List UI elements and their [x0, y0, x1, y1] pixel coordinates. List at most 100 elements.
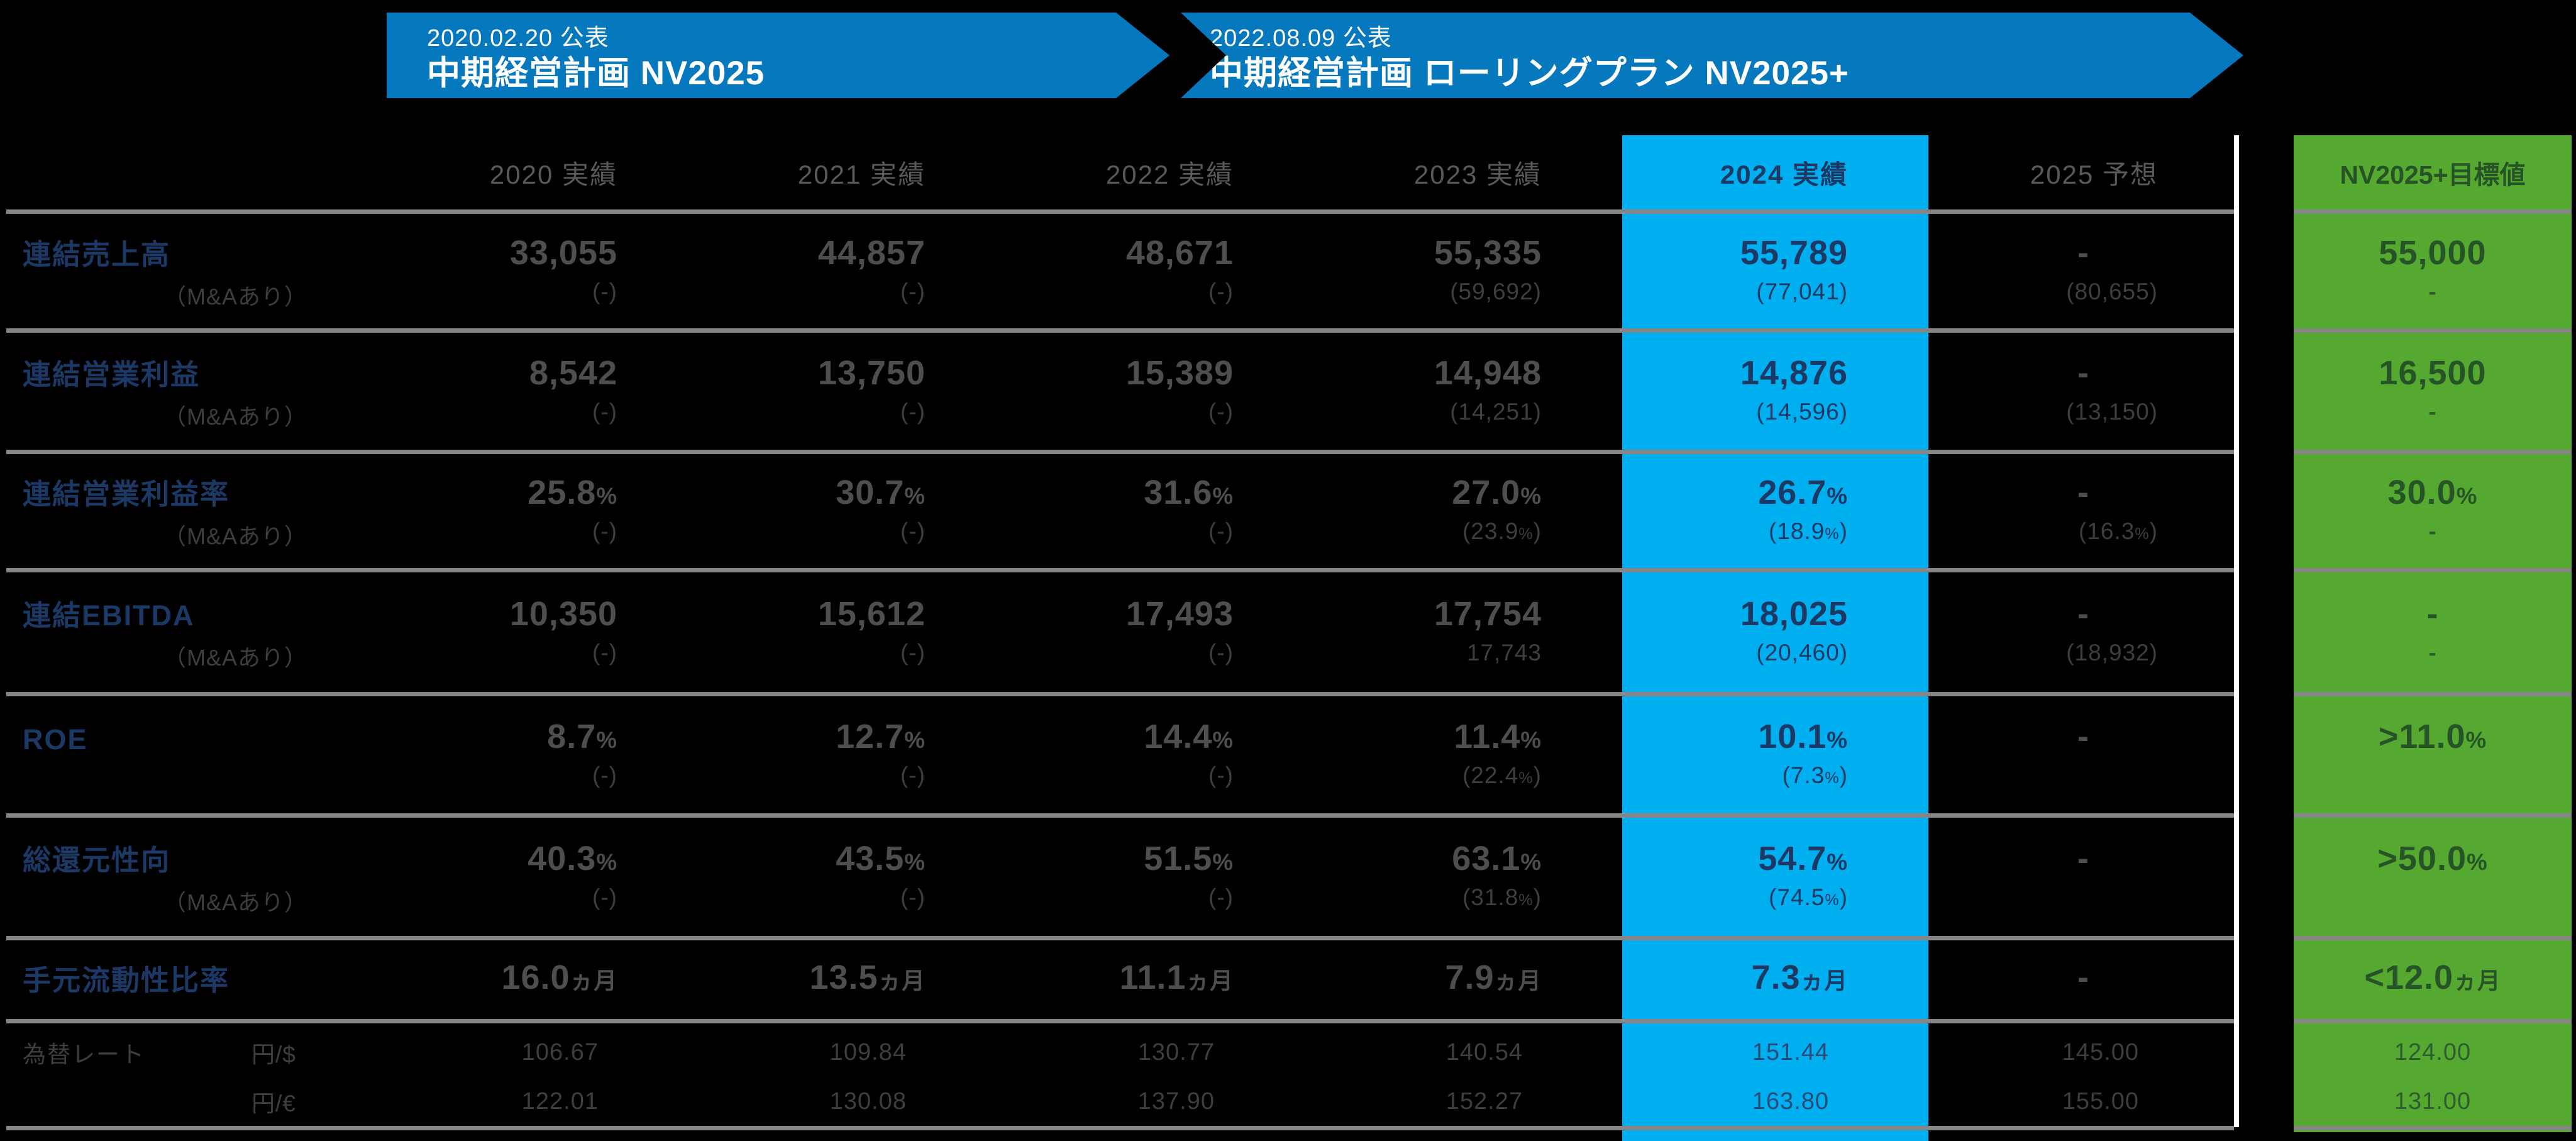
metric-target-value: 55,000 [2379, 233, 2487, 272]
kpi-table: 2020 実績 2021 実績 2022 実績 2023 実績 2024 実績 … [0, 135, 2576, 1126]
metric-value: 55,335 [1434, 233, 1542, 272]
metric-value: - [2077, 354, 2089, 392]
row-separator [6, 450, 2234, 454]
metric-subvalue: (-) [592, 640, 617, 666]
column-header-2020: 2020 実績 [489, 159, 617, 189]
metric-value: 14,876 [1740, 354, 1848, 392]
row-separator [2294, 209, 2572, 214]
metric-target-subvalue: - [2428, 278, 2437, 304]
metric-value: - [2077, 840, 2089, 878]
metric-subvalue: (-) [900, 518, 926, 545]
target-column-nv2025plus [2294, 135, 2572, 1132]
fx-value: 130.08 [829, 1088, 907, 1115]
metric-target-value: 16,500 [2379, 354, 2487, 392]
highlight-column-2024 [1622, 135, 1928, 1141]
metric-subvalue: (-) [900, 399, 926, 425]
metric-subvalue: (20,460) [1756, 640, 1848, 666]
metric-subvalue: (-) [592, 399, 617, 425]
metric-value: 10.1% [1758, 718, 1848, 756]
row-separator [2294, 450, 2572, 454]
metric-subvalue: (-) [1208, 518, 1234, 545]
metric-subvalue: (-) [900, 884, 926, 911]
metric-value: 43.5% [836, 840, 926, 878]
table-row-roe: ROE 8.7% (-) 12.7% (-) 14.4% (-) 11.4% (22.4… [0, 692, 2576, 813]
metric-value: 51.5% [1144, 840, 1234, 878]
plan-announce-date: 2022.08.09 公表 [1210, 25, 1392, 52]
fx-unit-eur: 円/€ [252, 1091, 296, 1116]
fx-value: 163.80 [1752, 1088, 1829, 1115]
metric-subvalue: (-) [592, 518, 617, 545]
table-row-fx-rate: 為替レート 円/$ 円/€ 106.67 122.01 109.84 130.08 … [0, 1019, 2576, 1126]
metric-subvalue: (59,692) [1450, 278, 1542, 304]
metric-value: 25.8% [528, 474, 617, 512]
fx-value: 109.84 [829, 1038, 907, 1066]
metric-value: 31.6% [1144, 474, 1234, 512]
row-separator [6, 692, 2234, 696]
fx-value: 151.44 [1752, 1038, 1829, 1066]
metric-subvalue: (-) [592, 278, 617, 304]
metric-subvalue: (77,041) [1756, 278, 1848, 304]
table-row-liquidity-ratio: 手元流動性比率 16.0ヵ月 13.5ヵ月 11.1ヵ月 7.9ヵ月 7.3ヵ月… [0, 936, 2576, 1019]
metric-value: 8.7% [547, 718, 617, 756]
metric-subvalue: (-) [900, 278, 926, 304]
metric-value: - [2077, 718, 2089, 756]
metric-subvalue: (-) [1208, 884, 1234, 911]
metric-subvalue: (22.4%) [1462, 762, 1542, 789]
row-separator [2294, 328, 2572, 333]
metric-value: 44,857 [817, 233, 926, 272]
metric-subvalue: (74.5%) [1768, 884, 1848, 911]
metric-value: 15,612 [817, 595, 926, 633]
plan-title: 中期経営計画 NV2025 [427, 55, 765, 92]
metric-sublabel: （M&Aあり） [163, 889, 308, 916]
metric-subvalue: (-) [900, 640, 926, 666]
metric-value: 13,750 [817, 354, 926, 392]
metric-value: 13.5ヵ月 [809, 959, 926, 996]
metric-subvalue: (-) [592, 762, 617, 789]
metric-value: 7.3ヵ月 [1751, 959, 1848, 996]
metric-value: 16.0ヵ月 [501, 959, 617, 996]
metric-subvalue: (16.3%) [2078, 518, 2158, 545]
metric-value: 54.7% [1758, 840, 1848, 878]
plan-banner-nv2025: 2020.02.20 公表 中期経営計画 NV2025 [387, 13, 1169, 98]
row-separator [2294, 1126, 2572, 1130]
row-separator [6, 936, 2234, 940]
metric-value: 11.1ヵ月 [1119, 959, 1234, 996]
metric-sublabel: （M&Aあり） [163, 523, 308, 550]
metric-value: 40.3% [528, 840, 617, 878]
row-separator [6, 328, 2234, 333]
metric-value: 17,493 [1125, 595, 1234, 633]
metric-subvalue: (-) [1208, 640, 1234, 666]
metric-label: 手元流動性比率 [23, 964, 230, 996]
metric-subvalue: (18,932) [2066, 640, 2158, 666]
fx-value: 155.00 [2062, 1088, 2139, 1115]
table-row-ebitda: 連結EBITDA （M&Aあり） 10,350 (-) 15,612 (-) 17,… [0, 568, 2576, 692]
metric-value: 12.7% [836, 718, 926, 756]
column-header-2025: 2025 予想 [2030, 159, 2158, 189]
table-row-total-payout-ratio: 総還元性向 （M&Aあり） 40.3% (-) 43.5% (-) 51.5% (-)… [0, 813, 2576, 936]
table-row-net-sales: 連結売上高 （M&Aあり） 33,055 (-) 44,857 (-) 48,671… [0, 209, 2576, 328]
fx-target-value: 124.00 [2394, 1038, 2472, 1066]
metric-value: 7.9ヵ月 [1445, 959, 1542, 996]
metric-subvalue: (14,251) [1450, 399, 1542, 425]
row-separator [2294, 568, 2572, 572]
column-header-2022: 2022 実績 [1105, 159, 1234, 189]
metric-value: - [2077, 959, 2089, 996]
fx-value: 152.27 [1446, 1088, 1523, 1115]
row-separator [6, 1019, 2234, 1023]
metric-subvalue: (7.3%) [1782, 762, 1848, 789]
metric-subvalue: (-) [1208, 762, 1234, 789]
metric-value: - [2077, 595, 2089, 633]
row-separator [2294, 813, 2572, 818]
metric-subvalue: (13,150) [2066, 399, 2158, 425]
metric-target-subvalue: - [2428, 518, 2437, 545]
plan-title: 中期経営計画 ローリングプラン NV2025+ [1210, 55, 1849, 92]
metric-subvalue: (80,655) [2066, 278, 2158, 304]
plan-banner-nv2025plus: 2022.08.09 公表 中期経営計画 ローリングプラン NV2025+ [1181, 13, 2243, 98]
row-separator [6, 1126, 2234, 1130]
fx-target-value: 131.00 [2394, 1088, 2472, 1115]
metric-value: 10,350 [509, 595, 617, 633]
metric-label: 連結売上高 [23, 238, 171, 270]
metric-subvalue: (-) [1208, 399, 1234, 425]
metric-subvalue: (-) [592, 884, 617, 911]
metric-value: 55,789 [1740, 233, 1848, 272]
